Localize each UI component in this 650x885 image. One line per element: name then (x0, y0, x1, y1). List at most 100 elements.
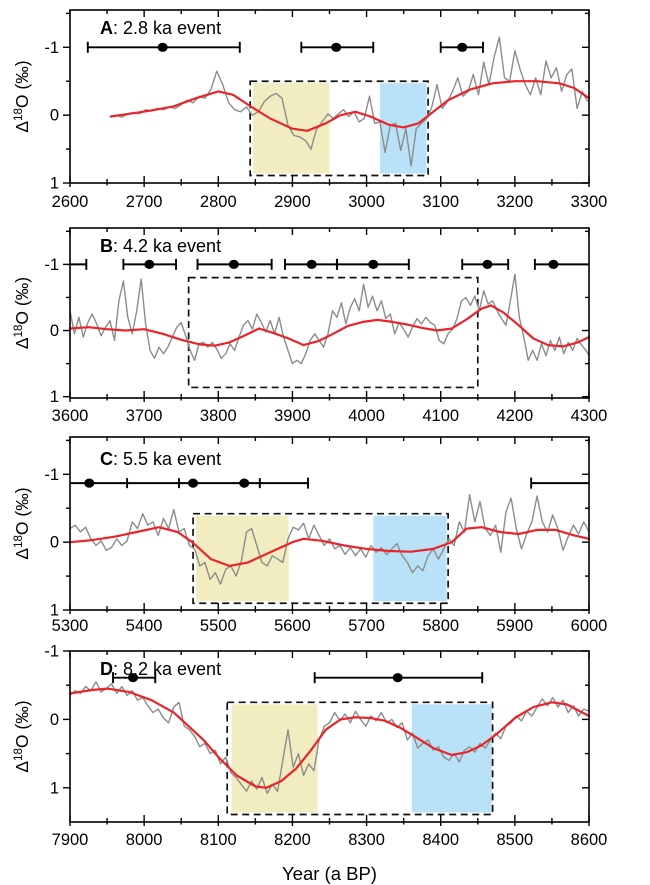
x-tick-label: 3000 (348, 193, 385, 211)
x-tick-label: 5800 (422, 617, 459, 635)
age-error-bar (284, 258, 338, 270)
age-dot (84, 478, 95, 488)
x-axis: 7900 8000 8100 8200 8300 8400 8500 8600 (52, 831, 608, 849)
panel-A-chart: 2600 2700 2800 2900 3000 3100 3200 3300 -1 0 1 A: 2… (12, 9, 608, 211)
x-tick-label: 2800 (200, 193, 237, 211)
x-axis: 3600 3700 3800 3900 4000 4100 4200 4300 (52, 407, 608, 425)
y-tick-label: -1 (44, 466, 59, 484)
age-dot (482, 259, 493, 269)
x-tick-label: 5900 (496, 617, 533, 635)
x-tick-label: 4300 (571, 407, 608, 425)
x-tick-label: 3800 (200, 407, 237, 425)
x-tick-label: 8400 (422, 831, 459, 849)
y-tick-label: 0 (50, 711, 59, 729)
y-tick-label: 1 (50, 388, 59, 406)
x-tick-label: 4000 (348, 407, 385, 425)
y-axis-label: Δ18O (‰) (12, 60, 32, 132)
x-tick-label: 2900 (274, 193, 311, 211)
gray-raw-series (110, 36, 589, 167)
event-box (192, 512, 449, 605)
y-axis-label: Δ18O (‰) (12, 487, 32, 559)
gray-raw-series (69, 681, 590, 795)
y-tick-label: -1 (44, 645, 59, 661)
red-smoothed-series (68, 304, 591, 348)
panel-title: B: 4.2 ka event (100, 236, 221, 256)
age-dot (228, 259, 239, 269)
y-axis: -1 0 1 (44, 256, 59, 406)
age-dot (239, 478, 250, 488)
age-error-bar (533, 258, 589, 270)
age-error-bar (86, 41, 241, 53)
x-tick-label: 7900 (52, 831, 89, 849)
x-tick-label: 5300 (52, 617, 89, 635)
y-axis: -1 0 1 (44, 645, 59, 797)
x-tick-label: 3200 (496, 193, 533, 211)
age-dot (457, 42, 468, 52)
age-error-bar (335, 258, 410, 270)
age-dot (128, 673, 139, 683)
panel-B-chart: 3600 3700 3800 3900 4000 4100 4200 4300 -1 0 1 B: 4… (12, 227, 608, 425)
red-smoothed-series (68, 687, 591, 789)
x-axis: 2600 2700 2800 2900 3000 3100 3200 3300 (52, 193, 608, 211)
x-tick-label: 6000 (571, 617, 608, 635)
x-tick-label: 4200 (496, 407, 533, 425)
age-error-bar (530, 477, 589, 489)
age-error-bar (196, 258, 273, 270)
x-tick-label: 5600 (274, 617, 311, 635)
x-tick-label: 3100 (422, 193, 459, 211)
age-dot (368, 259, 379, 269)
age-dot (331, 42, 342, 52)
event-box (187, 276, 479, 389)
red-smoothed-series (109, 80, 591, 132)
x-tick-label: 2600 (52, 193, 89, 211)
y-tick-label: 0 (50, 534, 59, 552)
panel-title: D: 8.2 ka event (100, 659, 221, 679)
age-error-bar (70, 258, 88, 270)
y-axis-label: Δ18O (‰) (12, 277, 32, 349)
age-error-bar (300, 41, 375, 53)
panel-title: C: 5.5 ka event (100, 449, 221, 469)
panel-C-chart: 5300 5400 5500 5600 5700 5800 5900 6000 -1 0 1 C: 5… (12, 436, 608, 635)
y-tick-label: 1 (50, 175, 59, 193)
x-tick-label: 8300 (348, 831, 385, 849)
y-tick-label: 1 (50, 602, 59, 620)
x-tick-label: 3700 (126, 407, 163, 425)
red-smoothed-series (68, 526, 591, 567)
y-axis-label: Δ18O (‰) (12, 700, 32, 772)
gray-raw-series (69, 493, 590, 585)
y-axis: -1 0 1 (44, 39, 59, 193)
y-tick-label: -1 (44, 256, 59, 274)
age-error-bar (112, 672, 157, 684)
age-dot (306, 259, 317, 269)
age-error-bar (122, 258, 177, 270)
y-tick-label: 0 (50, 107, 59, 125)
x-axis: 5300 5400 5500 5600 5700 5800 5900 6000 (52, 617, 608, 635)
age-error-bar (70, 477, 309, 489)
x-tick-label: 8500 (496, 831, 533, 849)
y-tick-label: 0 (50, 322, 59, 340)
panel-title: A: 2.8 ka event (100, 18, 221, 38)
age-dot (392, 673, 403, 683)
panel-D-chart: 7900 8000 8100 8200 8300 8400 8500 8600 -1 0 1 D: 8… (12, 645, 608, 884)
age-dot (548, 259, 559, 269)
age-dot (144, 259, 155, 269)
x-axis-label: Year (a BP) (282, 863, 377, 884)
x-tick-label: 8600 (571, 831, 608, 849)
x-tick-label: 8200 (274, 831, 311, 849)
x-tick-label: 5400 (126, 617, 163, 635)
x-tick-label: 3300 (571, 193, 608, 211)
x-tick-label: 8000 (126, 831, 163, 849)
event-box (249, 80, 429, 177)
blue_band (373, 515, 447, 602)
x-tick-label: 8100 (200, 831, 237, 849)
x-tick-label: 3900 (274, 407, 311, 425)
x-tick-label: 5500 (200, 617, 237, 635)
x-tick-label: 5700 (348, 617, 385, 635)
y-tick-label: -1 (44, 39, 59, 57)
blue_band (411, 704, 492, 813)
age-dot (157, 42, 168, 52)
gray-raw-series (69, 273, 590, 365)
age-dot (188, 478, 199, 488)
age-error-bar (313, 672, 484, 684)
